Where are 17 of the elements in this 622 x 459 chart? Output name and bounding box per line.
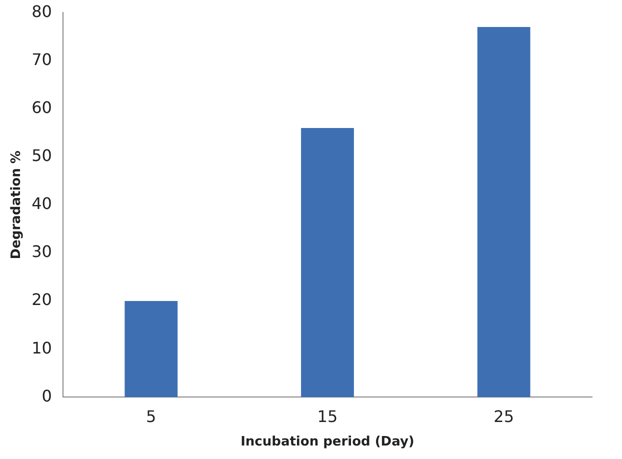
y-tick-label: 60: [32, 98, 52, 117]
x-tick-label: 5: [146, 406, 156, 426]
y-tick-label: 0: [42, 386, 52, 406]
y-tick-label: 40: [32, 194, 52, 214]
y-tick-label: 30: [32, 242, 52, 262]
y-axis-title: Degradation %: [9, 150, 24, 260]
bar: [301, 128, 354, 398]
x-tick-label: 25: [494, 406, 514, 426]
bar: [477, 27, 530, 398]
x-axis-title: Incubation period (Day): [240, 434, 414, 450]
y-tick-label: 20: [32, 290, 52, 310]
y-tick-label: 10: [32, 338, 52, 358]
y-tick-label: 50: [32, 146, 52, 165]
x-tick-label: 15: [317, 406, 338, 426]
y-tick-label: 70: [32, 50, 52, 69]
bar: [124, 301, 178, 398]
y-tick-label: 80: [32, 2, 52, 21]
